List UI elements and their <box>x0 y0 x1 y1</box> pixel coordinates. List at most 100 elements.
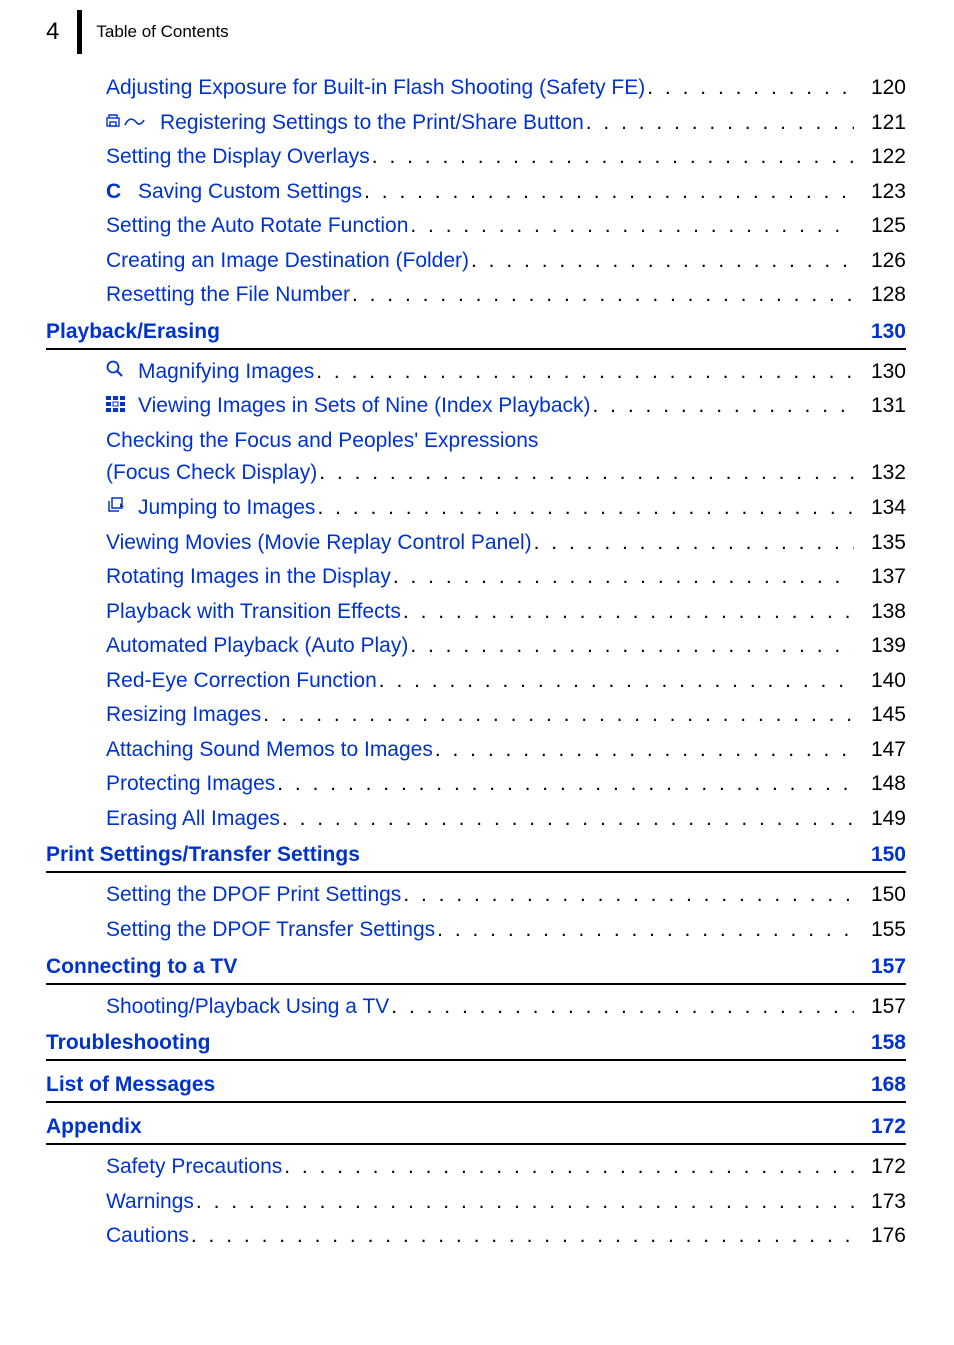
toc-entry-link[interactable]: Cautions <box>106 1220 189 1253</box>
toc-entry-link[interactable]: Registering Settings to the Print/Share … <box>160 107 584 140</box>
toc-entry-link[interactable]: Creating an Image Destination (Folder) <box>106 245 469 278</box>
toc-page-number[interactable]: 134 <box>854 492 906 525</box>
header-title: Table of Contents <box>96 22 228 42</box>
toc-dots: . . . . . . . . . . . . . . . . . . . . … <box>410 210 854 243</box>
header-divider-bar <box>77 10 82 54</box>
section-title-link[interactable]: List of Messages <box>46 1073 215 1097</box>
section-title-link[interactable]: Connecting to a TV <box>46 955 237 979</box>
section-page-link[interactable]: 168 <box>854 1073 906 1097</box>
toc-page-number[interactable]: 157 <box>854 991 906 1024</box>
toc-entry-link[interactable]: Playback with Transition Effects <box>106 596 401 629</box>
toc-page-number[interactable]: 155 <box>854 914 906 947</box>
toc-entry-link[interactable]: Rotating Images in the Display <box>106 561 391 594</box>
page-number: 4 <box>46 18 59 46</box>
toc-entry-link[interactable]: Erasing All Images <box>106 803 280 836</box>
toc-dots: . . . . . . . . . . . . . . . . . . . . … <box>379 665 854 698</box>
section-page-link[interactable]: 157 <box>854 955 906 979</box>
toc-page-number[interactable]: 138 <box>854 596 906 629</box>
toc-entry-link[interactable]: Viewing Images in Sets of Nine (Index Pl… <box>138 390 591 423</box>
section-page-link[interactable]: 150 <box>854 843 906 867</box>
toc-entry-link[interactable]: Shooting/Playback Using a TV <box>106 991 389 1024</box>
toc-entry-link[interactable]: Protecting Images <box>106 768 275 801</box>
toc-dots: . . . . . . . . . . . . . . . . . . . . … <box>471 245 854 278</box>
toc-page-number[interactable]: 176 <box>854 1220 906 1253</box>
toc-entry: Jumping to Images . . . . . . . . . . . … <box>106 492 906 525</box>
toc-content: Adjusting Exposure for Built-in Flash Sh… <box>46 72 906 1253</box>
section-title-link[interactable]: Print Settings/Transfer Settings <box>46 843 360 867</box>
toc-page-number[interactable]: 122 <box>854 141 906 174</box>
section-header: Troubleshooting 158 <box>46 1025 906 1061</box>
toc-dots: . . . . . . . . . . . . . . . . . . . . … <box>316 356 854 389</box>
toc-page-number[interactable]: 126 <box>854 245 906 278</box>
toc-entry-link[interactable]: Automated Playback (Auto Play) <box>106 630 408 663</box>
toc-page-number[interactable]: 137 <box>854 561 906 594</box>
section-page-link[interactable]: 172 <box>854 1115 906 1139</box>
section-title-link[interactable]: Appendix <box>46 1115 142 1139</box>
toc-entry-link[interactable]: Saving Custom Settings <box>138 176 362 209</box>
toc-entry: Resetting the File Number . . . . . . . … <box>106 279 906 312</box>
toc-entry: Cautions . . . . . . . . . . . . . . . .… <box>106 1220 906 1253</box>
toc-entry-link[interactable]: Setting the Auto Rotate Function <box>106 210 408 243</box>
toc-page-number[interactable]: 147 <box>854 734 906 767</box>
toc-entry-link[interactable]: Attaching Sound Memos to Images <box>106 734 433 767</box>
toc-entry: Safety Precautions . . . . . . . . . . .… <box>106 1151 906 1184</box>
toc-entry: Setting the DPOF Print Settings . . . . … <box>106 879 906 912</box>
toc-page-number[interactable]: 148 <box>854 768 906 801</box>
toc-dots: . . . . . . . . . . . . . . . . . . . . … <box>364 176 854 209</box>
toc-dots: . . . . . . . . . . . . . . . . . . . . … <box>586 107 854 140</box>
toc-entry: Automated Playback (Auto Play) . . . . .… <box>106 630 906 663</box>
toc-entry: Creating an Image Destination (Folder) .… <box>106 245 906 278</box>
toc-entry-link[interactable]: Warnings <box>106 1186 194 1219</box>
print-share-icon <box>106 113 154 129</box>
toc-entry-link[interactable]: Checking the Focus and Peoples' Expressi… <box>106 425 906 458</box>
toc-entry: Setting the DPOF Transfer Settings . . .… <box>106 914 906 947</box>
section-header: Appendix 172 <box>46 1109 906 1145</box>
toc-page-number[interactable]: 132 <box>854 457 906 490</box>
toc-entry-link[interactable]: Setting the DPOF Print Settings <box>106 879 401 912</box>
toc-page-number[interactable]: 139 <box>854 630 906 663</box>
magnify-icon <box>106 360 132 378</box>
index-icon <box>106 396 132 412</box>
section-header: Print Settings/Transfer Settings 150 <box>46 837 906 873</box>
toc-entry-link[interactable]: Adjusting Exposure for Built-in Flash Sh… <box>106 72 645 105</box>
toc-page-number[interactable]: 121 <box>854 107 906 140</box>
toc-dots: . . . . . . . . . . . . . . . . . . . . … <box>352 279 854 312</box>
toc-dots: . . . . . . . . . . . . . . . . . . . . … <box>277 768 854 801</box>
toc-entry: Adjusting Exposure for Built-in Flash Sh… <box>106 72 906 105</box>
toc-page-number[interactable]: 150 <box>854 879 906 912</box>
toc-entry-link[interactable]: Resetting the File Number <box>106 279 350 312</box>
toc-page-number[interactable]: 172 <box>854 1151 906 1184</box>
page-header: 4 Table of Contents <box>46 10 906 54</box>
toc-entry-link[interactable]: Resizing Images <box>106 699 261 732</box>
toc-dots: . . . . . . . . . . . . . . . . . . . . … <box>196 1186 854 1219</box>
section-title-link[interactable]: Playback/Erasing <box>46 320 220 344</box>
toc-entry-link[interactable]: Viewing Movies (Movie Replay Control Pan… <box>106 527 532 560</box>
toc-entry-link[interactable]: Jumping to Images <box>138 492 315 525</box>
toc-page-number[interactable]: 135 <box>854 527 906 560</box>
toc-page-number[interactable]: 123 <box>854 176 906 209</box>
section-page-link[interactable]: 158 <box>854 1031 906 1055</box>
toc-page-number[interactable]: 131 <box>854 390 906 423</box>
section-title-link[interactable]: Troubleshooting <box>46 1031 210 1055</box>
toc-entry-link[interactable]: Magnifying Images <box>138 356 314 389</box>
toc-page-number[interactable]: 130 <box>854 356 906 389</box>
toc-dots: . . . . . . . . . . . . . . . . . . . . … <box>410 630 854 663</box>
toc-entry-link[interactable]: Setting the DPOF Transfer Settings <box>106 914 435 947</box>
toc-dots: . . . . . . . . . . . . . . . . . . . . … <box>403 879 854 912</box>
toc-page-number[interactable]: 120 <box>854 72 906 105</box>
toc-entry: Setting the Display Overlays . . . . . .… <box>106 141 906 174</box>
toc-page-number[interactable]: 145 <box>854 699 906 732</box>
toc-page-number[interactable]: 128 <box>854 279 906 312</box>
jump-icon <box>106 496 132 514</box>
toc-page-number[interactable]: 140 <box>854 665 906 698</box>
toc-page-number[interactable]: 173 <box>854 1186 906 1219</box>
toc-entry-link[interactable]: Red-Eye Correction Function <box>106 665 377 698</box>
toc-page-number[interactable]: 125 <box>854 210 906 243</box>
toc-dots: . . . . . . . . . . . . . . . . . . . . … <box>403 596 854 629</box>
toc-entry: Warnings . . . . . . . . . . . . . . . .… <box>106 1186 906 1219</box>
toc-entry-link[interactable]: (Focus Check Display) <box>106 457 317 490</box>
toc-entry-link[interactable]: Safety Precautions <box>106 1151 282 1184</box>
toc-entry-link[interactable]: Setting the Display Overlays <box>106 141 370 174</box>
toc-page-number[interactable]: 149 <box>854 803 906 836</box>
section-page-link[interactable]: 130 <box>854 320 906 344</box>
